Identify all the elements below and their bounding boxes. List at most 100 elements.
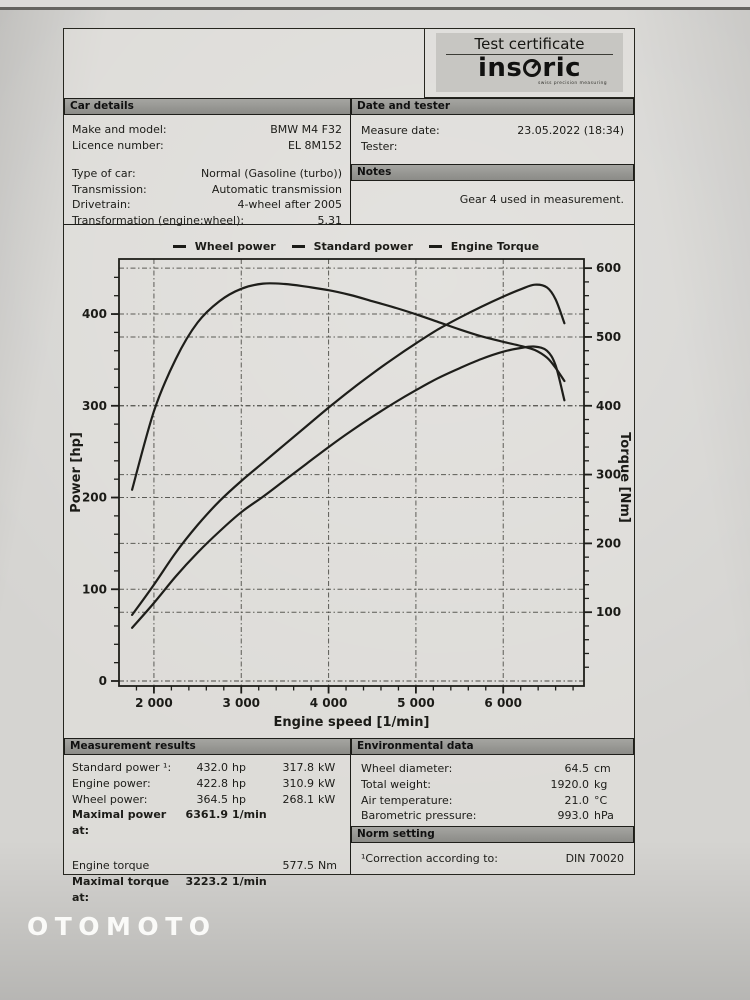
row-value: DIN 70020	[565, 852, 624, 865]
certificate-header-box: Test certificate ins ric swiss precision …	[424, 29, 634, 98]
row-unit: cm	[594, 762, 611, 775]
value-primary: 6361.9	[185, 808, 228, 822]
xtick-label: 4 000	[310, 696, 348, 710]
measurement-row: Engine torque 577.5 Nm	[72, 858, 342, 874]
detail-row: Drivetrain: 4-wheel after 2005	[72, 197, 342, 213]
detail-row: Make and model: BMW M4 F32	[72, 122, 342, 138]
unit-primary: hp	[232, 761, 246, 774]
row-label: Maximal power at:	[72, 808, 167, 838]
row-label: Air temperature:	[361, 793, 453, 807]
legend-line-swatch	[428, 245, 442, 248]
row-gap	[72, 839, 342, 858]
environmental-data-cell: Wheel diameter: 64.5 cm Total weight: 1920.0…	[351, 754, 634, 826]
measurement-results-cell: Standard power ¹: 432.0 hp 317.8 kW Engine po…	[64, 754, 351, 904]
row-gap	[72, 153, 342, 166]
measurement-row: Maximal torque at: 3223.2 1/min	[72, 874, 342, 906]
detail-row: Transmission: Automatic transmission	[72, 182, 342, 198]
dyno-chart: 0 100 200 300 400 100 200 300 400 500 600 2 000 3 00…	[69, 258, 632, 730]
value-secondary	[270, 874, 314, 906]
row-label: Barometric pressure:	[361, 809, 477, 823]
detail-row: ¹Correction according to: DIN 70020	[361, 851, 624, 867]
gauge-o-icon	[523, 58, 542, 77]
row-label: Wheel power:	[72, 792, 148, 806]
page-title: Test certificate	[446, 33, 613, 55]
paper-fold-line	[0, 7, 750, 10]
unit-primary: hp	[232, 792, 246, 806]
value-secondary: 317.8	[282, 761, 315, 774]
value-primary: 432.0	[196, 761, 229, 774]
unit-secondary: kW	[318, 792, 336, 806]
legend-line-swatch	[291, 245, 305, 248]
legend-label: Standard power	[309, 240, 413, 253]
row-value: 4-wheel after 2005	[237, 198, 342, 211]
row-label: Drivetrain:	[72, 198, 131, 211]
x-axis-title: Engine speed [1/min]	[274, 715, 430, 730]
legend-item: Wheel power	[172, 240, 276, 253]
row-label: Engine power:	[72, 776, 151, 790]
dyno-chart-area: Wheel power Standard power Engine Torque…	[64, 224, 634, 738]
ytick-left-label: 300	[82, 399, 107, 413]
xtick-label: 6 000	[484, 696, 522, 710]
measurement-row: Standard power ¹: 432.0 hp 317.8 kW	[72, 760, 342, 776]
measurement-row: Maximal power at: 6361.9 1/min	[72, 807, 342, 839]
ytick-right-label: 400	[596, 399, 621, 413]
ytick-left-label: 0	[99, 674, 107, 688]
detail-row: Type of car: Normal (Gasoline (turbo))	[72, 166, 342, 182]
unit-secondary	[314, 874, 342, 906]
date-tester-header: Date and tester	[351, 98, 634, 115]
car-details-cell: Make and model: BMW M4 F32 Licence number:…	[64, 115, 351, 227]
ytick-right-label: 500	[596, 330, 621, 344]
row-value: 5.31	[317, 213, 343, 227]
value-secondary: 310.9	[282, 776, 315, 790]
detail-row: Transformation (engine:wheel): 5.31	[72, 213, 342, 229]
ytick-left-label: 100	[82, 582, 107, 596]
curve-standard-power	[131, 283, 566, 616]
environment-row: Barometric pressure: 993.0 hPa	[361, 808, 624, 824]
row-label: Tester:	[361, 139, 398, 153]
gauge-needle-icon	[531, 61, 538, 69]
row-value: 64.5	[564, 762, 590, 775]
row-value: 993.0	[557, 809, 590, 823]
row-label: Transmission:	[72, 182, 147, 196]
unit-primary: 1/min	[232, 808, 267, 822]
plot-frame	[118, 258, 585, 687]
value-secondary	[270, 807, 314, 839]
curve-wheel-power	[131, 345, 566, 629]
unit-primary: 1/min	[232, 874, 267, 888]
value-primary: 364.5	[196, 792, 229, 806]
ytick-right-label: 300	[596, 468, 621, 482]
insoric-logo: ins ric	[477, 53, 582, 83]
certificate-header-inner: Test certificate ins ric swiss precision …	[436, 33, 623, 92]
date-tester-cell: Measure date: 23.05.2022 (18:34) Tester:	[351, 115, 634, 164]
row-unit: °C	[594, 793, 608, 807]
ytick-right-label: 100	[596, 605, 621, 619]
row-label: Wheel diameter:	[361, 762, 453, 775]
measurement-results-header: Measurement results	[64, 738, 351, 755]
detail-row: Measure date: 23.05.2022 (18:34)	[361, 123, 624, 139]
curve-engine-torque	[131, 282, 566, 491]
legend-line-swatch	[172, 245, 186, 248]
row-value: 21.0	[564, 793, 590, 807]
value-primary: 422.8	[196, 776, 229, 790]
unit-secondary: kW	[318, 776, 336, 790]
row-label: Make and model:	[72, 123, 167, 136]
xtick-label: 2 000	[135, 696, 173, 710]
ytick-left-label: 200	[82, 491, 107, 505]
norm-setting-header: Norm setting	[351, 826, 634, 843]
otomoto-watermark: OTOMOTO	[27, 912, 217, 941]
row-label: Total weight:	[361, 777, 431, 791]
insoric-tagline: swiss precision measuring	[537, 81, 607, 87]
environment-row: Air temperature: 21.0 °C	[361, 793, 624, 809]
row-unit: kg	[594, 777, 608, 791]
row-value: 1920.0	[550, 777, 590, 791]
row-value: EL 8M152	[287, 138, 342, 152]
unit-secondary: kW	[318, 761, 336, 774]
notes-text: Gear 4 used in measurement.	[459, 193, 624, 206]
row-value: Normal (Gasoline (turbo))	[200, 167, 342, 180]
row-value: 23.05.2022 (18:34)	[517, 124, 624, 137]
row-label: Transformation (engine:wheel):	[72, 213, 245, 227]
ytick-right-label: 600	[596, 261, 621, 275]
ytick-right-label: 200	[596, 536, 621, 550]
measurement-row: Engine power: 422.8 hp 310.9 kW	[72, 776, 342, 792]
